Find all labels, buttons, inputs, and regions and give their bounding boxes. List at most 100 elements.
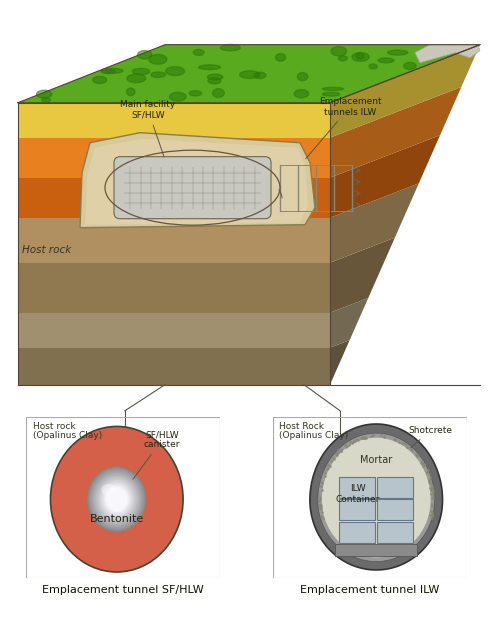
Ellipse shape — [322, 92, 340, 96]
Text: Bentonite: Bentonite — [90, 514, 144, 524]
Ellipse shape — [294, 90, 309, 98]
Polygon shape — [330, 238, 395, 313]
Polygon shape — [330, 45, 480, 137]
Polygon shape — [18, 178, 330, 218]
Text: Host rock: Host rock — [33, 422, 75, 431]
Ellipse shape — [94, 474, 140, 524]
Ellipse shape — [356, 53, 364, 59]
Ellipse shape — [36, 90, 52, 98]
Polygon shape — [330, 183, 419, 262]
Ellipse shape — [102, 484, 116, 495]
Ellipse shape — [387, 50, 408, 55]
Ellipse shape — [89, 468, 144, 530]
Ellipse shape — [93, 77, 106, 83]
Ellipse shape — [127, 74, 146, 83]
Ellipse shape — [93, 473, 141, 526]
Ellipse shape — [166, 67, 185, 76]
Polygon shape — [56, 78, 393, 88]
Polygon shape — [85, 139, 308, 225]
Text: Emplacement
tunnels ILW: Emplacement tunnels ILW — [306, 97, 381, 159]
Ellipse shape — [322, 87, 344, 90]
Ellipse shape — [102, 483, 132, 516]
Polygon shape — [335, 544, 417, 555]
Ellipse shape — [100, 480, 134, 519]
Ellipse shape — [240, 71, 260, 78]
Polygon shape — [80, 132, 315, 228]
Text: Shotcrete: Shotcrete — [408, 426, 453, 448]
Text: Emplacement tunnel SF/HLW: Emplacement tunnel SF/HLW — [42, 585, 204, 595]
Ellipse shape — [151, 72, 166, 78]
Ellipse shape — [101, 70, 115, 73]
Ellipse shape — [97, 477, 137, 521]
Polygon shape — [310, 424, 443, 570]
Text: Host Rock: Host Rock — [279, 422, 324, 431]
Polygon shape — [18, 96, 348, 103]
Polygon shape — [133, 50, 465, 57]
Polygon shape — [330, 340, 350, 384]
Text: Emplacement tunnel ILW: Emplacement tunnel ILW — [300, 585, 439, 595]
Polygon shape — [377, 522, 413, 543]
Ellipse shape — [404, 62, 416, 70]
Polygon shape — [377, 499, 413, 520]
Text: (Opalinus Clay): (Opalinus Clay) — [279, 431, 349, 440]
Polygon shape — [318, 433, 434, 562]
Polygon shape — [109, 57, 447, 67]
Text: (Opalinus Clay): (Opalinus Clay) — [33, 431, 102, 440]
Polygon shape — [80, 67, 423, 78]
Ellipse shape — [170, 92, 186, 101]
Polygon shape — [330, 298, 368, 348]
Ellipse shape — [189, 91, 202, 96]
Polygon shape — [340, 476, 375, 498]
Ellipse shape — [193, 49, 204, 55]
Ellipse shape — [369, 64, 377, 69]
Ellipse shape — [208, 78, 221, 84]
Polygon shape — [322, 438, 430, 557]
Ellipse shape — [50, 427, 183, 572]
Polygon shape — [330, 87, 461, 178]
Text: Mortar: Mortar — [360, 455, 392, 465]
Ellipse shape — [90, 470, 143, 529]
Polygon shape — [18, 45, 480, 103]
Ellipse shape — [138, 50, 152, 59]
Polygon shape — [18, 218, 330, 262]
Text: ILW
Container: ILW Container — [335, 484, 380, 504]
Polygon shape — [150, 45, 480, 50]
Polygon shape — [18, 137, 330, 178]
Text: Host rock: Host rock — [22, 244, 71, 254]
Polygon shape — [18, 262, 330, 313]
Polygon shape — [18, 103, 330, 137]
Ellipse shape — [212, 89, 224, 98]
Polygon shape — [415, 45, 480, 63]
Ellipse shape — [297, 73, 308, 81]
Polygon shape — [340, 499, 375, 520]
Ellipse shape — [96, 476, 138, 523]
Polygon shape — [18, 45, 480, 103]
Ellipse shape — [101, 481, 133, 517]
Polygon shape — [340, 522, 375, 543]
Text: Main facility
SF/HLW: Main facility SF/HLW — [120, 100, 176, 157]
Ellipse shape — [276, 53, 285, 61]
Ellipse shape — [331, 47, 347, 56]
Ellipse shape — [199, 65, 220, 70]
Ellipse shape — [208, 74, 223, 80]
Polygon shape — [35, 88, 369, 96]
Ellipse shape — [254, 72, 266, 78]
Ellipse shape — [98, 478, 136, 520]
Ellipse shape — [220, 45, 240, 51]
Ellipse shape — [106, 487, 128, 511]
Ellipse shape — [88, 467, 146, 532]
Polygon shape — [377, 476, 413, 498]
Ellipse shape — [339, 56, 348, 61]
Polygon shape — [18, 313, 330, 348]
FancyBboxPatch shape — [114, 157, 271, 219]
Ellipse shape — [92, 471, 142, 527]
Ellipse shape — [41, 98, 51, 102]
Ellipse shape — [149, 54, 167, 64]
Polygon shape — [330, 135, 440, 218]
Ellipse shape — [102, 68, 123, 73]
Polygon shape — [18, 348, 330, 384]
Ellipse shape — [104, 485, 130, 514]
Ellipse shape — [352, 53, 369, 62]
Ellipse shape — [378, 58, 394, 63]
Ellipse shape — [127, 88, 135, 96]
